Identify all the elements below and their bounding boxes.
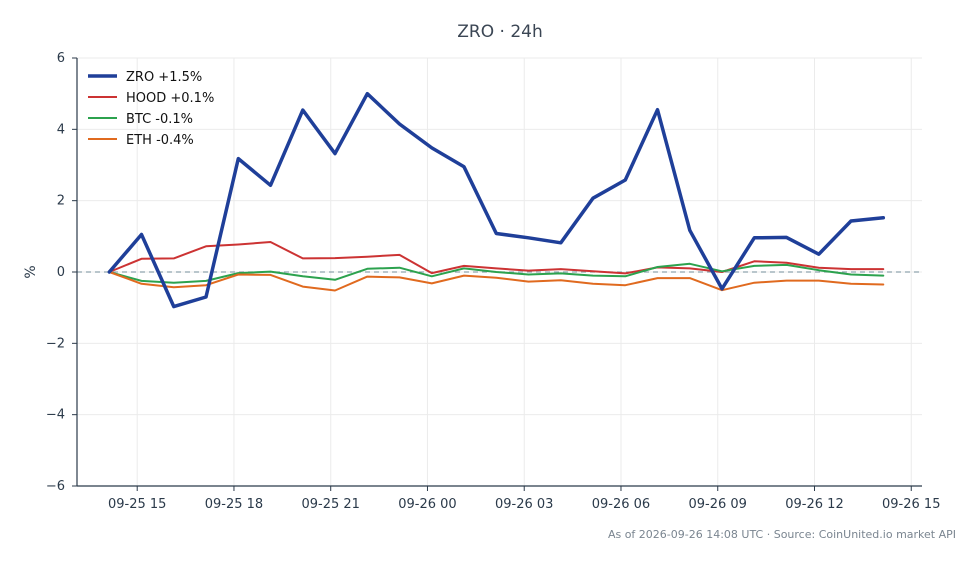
x-tick-label: 09-26 03 [495, 497, 553, 512]
y-tick-label: −6 [46, 479, 65, 494]
series-lines [107, 91, 886, 309]
axes: −6 −4 −2 0 2 4 6 09-25 15 09-25 18 09-25 21 09-26 … [46, 51, 941, 512]
x-tick-label: 09-26 09 [689, 497, 747, 512]
y-tick-label: −2 [46, 336, 65, 351]
legend-label-eth: ETH -0.4% [126, 133, 194, 148]
footer-source-note: As of 2026-09-26 14:08 UTC · Source: Coi… [608, 528, 956, 541]
x-tick-label: 09-25 18 [205, 497, 263, 512]
y-tick-label: 2 [57, 194, 65, 209]
x-tick-label: 09-25 21 [301, 497, 359, 512]
x-tick-label: 09-26 15 [882, 497, 940, 512]
legend: ZRO +1.5% HOOD +0.1% BTC -0.1% ETH -0.4% [88, 70, 214, 148]
series-line-eth [108, 271, 885, 292]
x-tick-label: 09-26 12 [785, 497, 843, 512]
chart-title: ZRO · 24h [457, 22, 542, 42]
x-tick-label: 09-26 06 [592, 497, 650, 512]
y-tick-label: 4 [57, 122, 65, 137]
y-tick-label: 6 [57, 51, 65, 66]
x-tick-label: 09-26 00 [398, 497, 456, 512]
series-line-zro [107, 91, 886, 309]
legend-label-zro: ZRO +1.5% [126, 70, 202, 85]
series-line-hood [108, 241, 885, 275]
legend-label-btc: BTC -0.1% [126, 112, 193, 127]
y-tick-label: −4 [46, 408, 65, 423]
x-tick-label: 09-25 15 [108, 497, 166, 512]
y-axis-label: % [23, 265, 39, 278]
legend-label-hood: HOOD +0.1% [126, 91, 214, 106]
y-tick-label: 0 [57, 265, 65, 280]
series-line-btc [108, 262, 885, 284]
